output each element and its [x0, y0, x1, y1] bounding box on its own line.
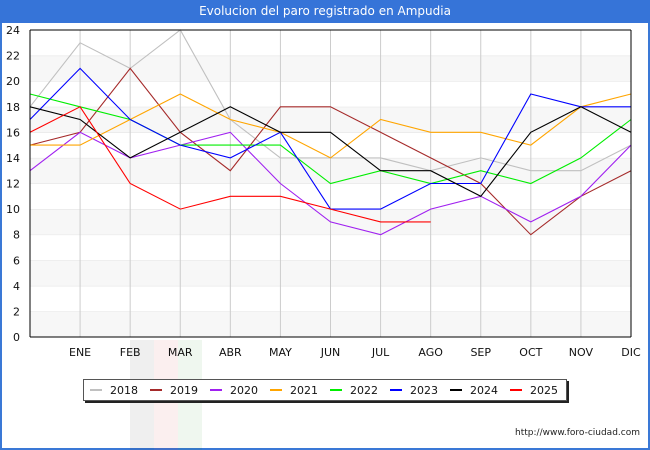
legend-swatch	[210, 389, 222, 391]
legend-swatch	[510, 389, 522, 391]
x-tick-label: DIC	[621, 346, 641, 359]
legend-label: 2021	[290, 383, 318, 397]
legend-item-2019: 2019	[150, 384, 198, 397]
legend-item-2025: 2025	[510, 384, 558, 397]
legend-item-2023: 2023	[390, 384, 438, 397]
x-tick-label: ABR	[219, 346, 242, 359]
y-tick-label: 10	[6, 203, 20, 216]
x-tick-label: OCT	[519, 346, 542, 359]
legend-swatch	[90, 389, 102, 391]
legend-item-2022: 2022	[330, 384, 378, 397]
legend-label: 2024	[470, 383, 498, 397]
x-tick-label: ENE	[69, 346, 91, 359]
legend-item-2018: 2018	[90, 384, 138, 397]
plot-axes	[29, 29, 632, 338]
x-tick-label: MAR	[168, 346, 193, 359]
series-line-2025	[29, 106, 431, 223]
legend-swatch	[390, 389, 402, 391]
y-tick-label: 4	[13, 280, 20, 293]
x-tick-label: FEB	[120, 346, 141, 359]
legend-swatch	[270, 389, 282, 391]
legend-item-2020: 2020	[210, 384, 258, 397]
x-tick-label: NOV	[569, 346, 594, 359]
y-tick-label: 12	[6, 178, 20, 191]
legend-swatch	[150, 389, 162, 391]
x-tick-label: MAY	[269, 346, 292, 359]
legend-label: 2022	[350, 383, 378, 397]
x-axis-ticks: ENE FEB MAR ABR MAY JUN JUL AGO SEP OCT NOV DIC	[69, 346, 641, 359]
y-tick-label: 2	[13, 305, 20, 318]
legend: 2018 2019 2020 2021 2022 2023 2024 2025	[83, 379, 567, 401]
series-lines	[29, 29, 632, 236]
y-tick-label: 20	[6, 75, 20, 88]
legend-label: 2018	[110, 383, 138, 397]
y-tick-label: 18	[6, 101, 20, 114]
chart-title: Evolucion del paro registrado en Ampudia	[0, 0, 650, 23]
y-tick-label: 8	[13, 229, 20, 242]
series-line-2024	[29, 106, 632, 197]
legend-swatch	[450, 389, 462, 391]
series-line-2019	[29, 67, 632, 236]
y-tick-label: 0	[13, 331, 20, 344]
y-tick-label: 24	[6, 24, 20, 37]
x-tick-label: AGO	[418, 346, 443, 359]
y-tick-label: 16	[6, 126, 20, 139]
y-tick-label: 14	[6, 152, 20, 165]
legend-swatch	[330, 389, 342, 391]
legend-item-2021: 2021	[270, 384, 318, 397]
legend-label: 2025	[530, 383, 558, 397]
y-tick-label: 22	[6, 50, 20, 63]
source-url: http://www.foro-ciudad.com	[515, 428, 640, 438]
legend-item-2024: 2024	[450, 384, 498, 397]
x-tick-label: SEP	[470, 346, 491, 359]
x-tick-label: JUL	[371, 346, 390, 359]
legend-label: 2020	[230, 383, 258, 397]
legend-label: 2023	[410, 383, 438, 397]
legend-label: 2019	[170, 383, 198, 397]
vertical-gridlines	[79, 30, 582, 337]
x-tick-label: JUN	[320, 346, 341, 359]
y-tick-label: 6	[13, 254, 20, 267]
